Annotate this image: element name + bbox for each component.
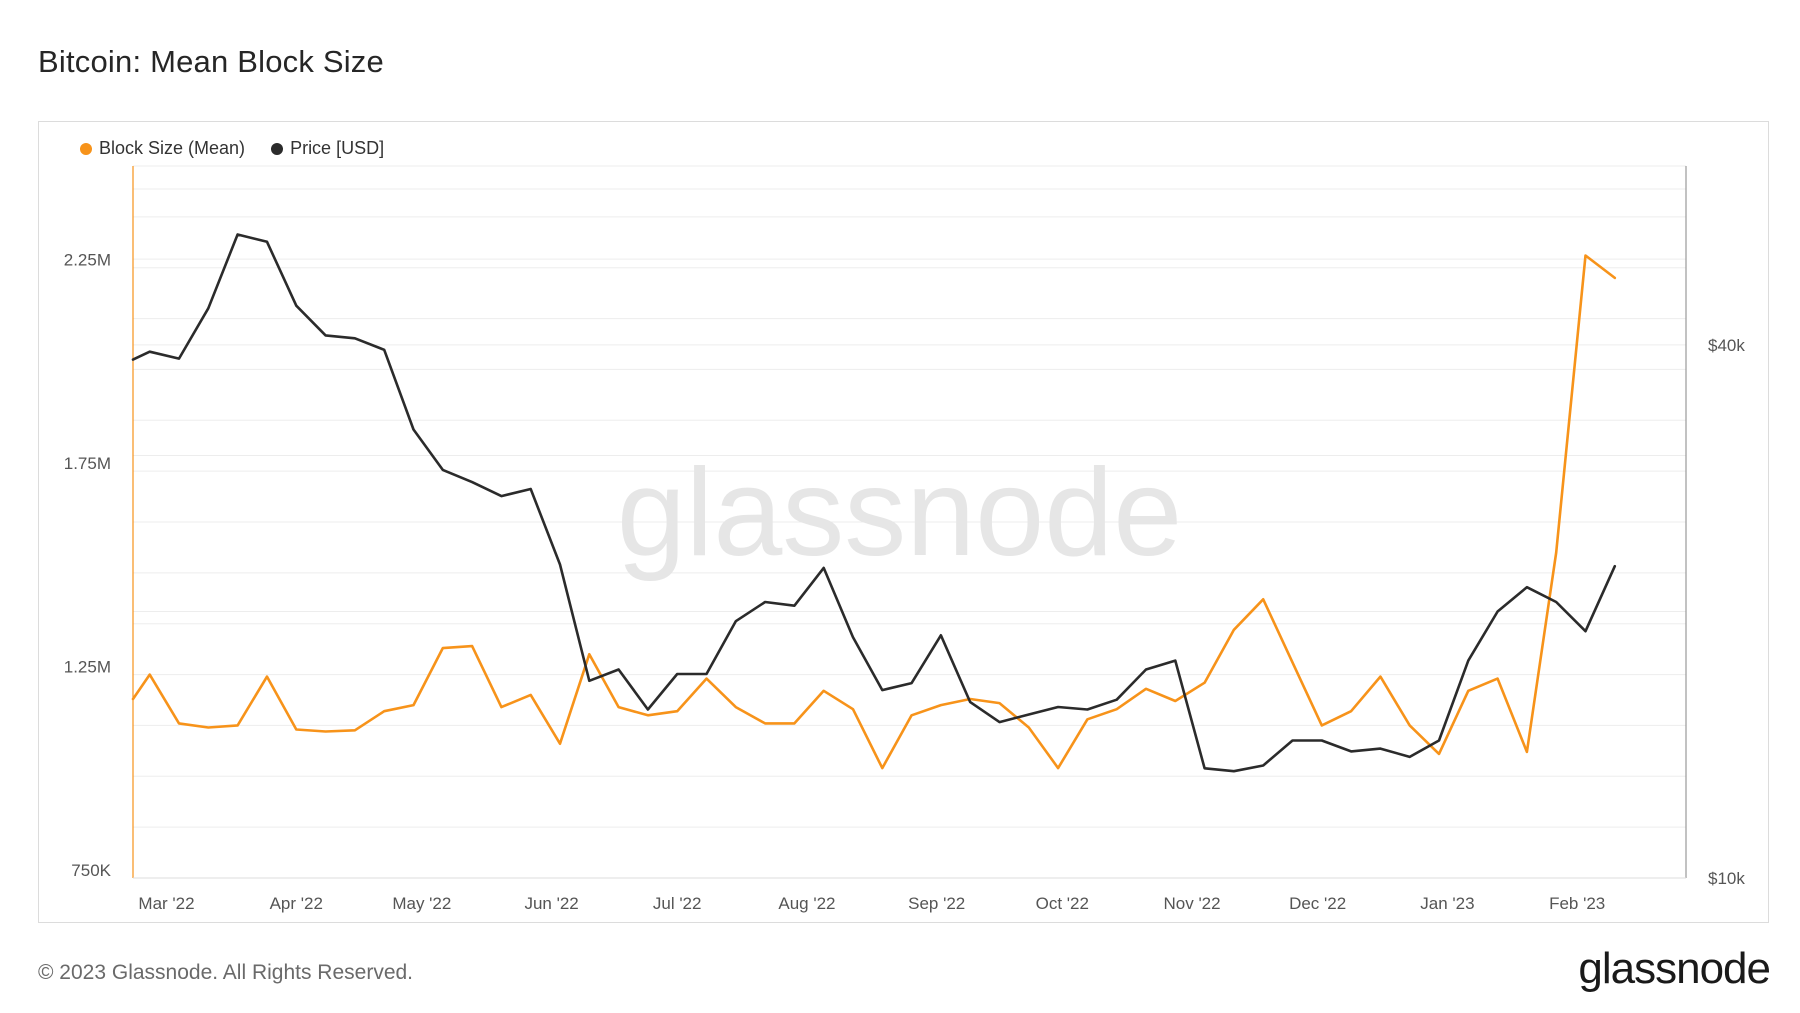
legend-dot-orange-icon xyxy=(80,142,92,155)
series-lines xyxy=(131,233,1617,773)
axes: 750K 1.25M 1.75M 2.25M $10k $40k Mar '22 Apr '2… xyxy=(64,166,1745,913)
chart-legend: Block Size (Mean) Price [USD] xyxy=(80,138,384,159)
watermark: glassnode xyxy=(617,444,1182,582)
series-line-block-size xyxy=(131,254,1617,770)
legend-dot-dark-icon xyxy=(271,142,284,155)
footer-logo[interactable]: glassnode xyxy=(1578,944,1771,993)
x-tick-label: Mar '22 xyxy=(138,894,194,913)
x-tick-label: Dec '22 xyxy=(1289,894,1346,913)
x-tick-label: Jun '22 xyxy=(524,894,578,913)
y-left-tick-label: 1.75M xyxy=(64,454,111,473)
grid-lines xyxy=(133,165,1686,879)
page-title: Bitcoin: Mean Block Size xyxy=(38,44,384,79)
x-tick-label: Apr '22 xyxy=(270,894,323,913)
legend-item-price[interactable]: Price [USD] xyxy=(271,138,384,159)
y-right-tick-label: $40k xyxy=(1708,336,1745,355)
y-left-tick-label: 1.25M xyxy=(64,658,111,677)
footer-copyright: © 2023 Glassnode. All Rights Reserved. xyxy=(38,961,414,984)
y-left-tick-label: 2.25M xyxy=(64,251,111,270)
y-right-tick-label: $10k xyxy=(1708,869,1745,888)
x-tick-label: Aug '22 xyxy=(778,894,835,913)
x-tick-label: Sep '22 xyxy=(908,894,965,913)
y-left-tick-label: 750K xyxy=(71,861,111,880)
x-tick-label: Nov '22 xyxy=(1163,894,1220,913)
x-tick-label: Oct '22 xyxy=(1036,894,1089,913)
legend-label-block-size: Block Size (Mean) xyxy=(99,138,246,158)
series-line-price xyxy=(131,233,1617,773)
x-tick-label: Jul '22 xyxy=(653,894,702,913)
x-tick-label: Feb '23 xyxy=(1549,894,1605,913)
x-tick-label: May '22 xyxy=(392,894,451,913)
legend-item-block-size[interactable]: Block Size (Mean) xyxy=(80,138,245,159)
legend-label-price: Price [USD] xyxy=(290,138,385,158)
x-tick-label: Jan '23 xyxy=(1420,894,1474,913)
